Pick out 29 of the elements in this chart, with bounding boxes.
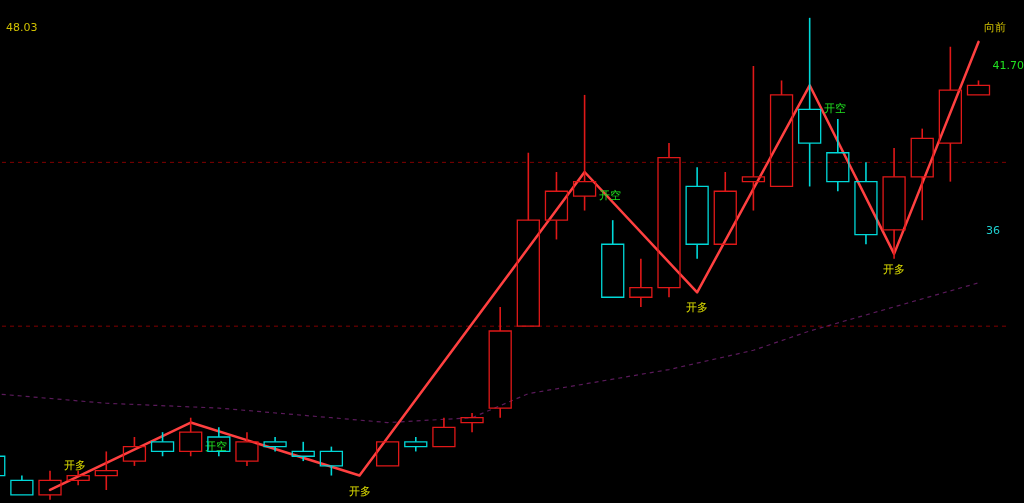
candlestick: [38, 469, 62, 501]
candlestick: [488, 306, 512, 419]
candlestick: [629, 257, 653, 308]
candlestick: [741, 65, 766, 212]
candlestick: [263, 436, 287, 453]
candlestick: [404, 436, 428, 453]
annotation: 36: [986, 224, 1000, 238]
candlestick: [291, 441, 315, 462]
annotation: 48.03: [6, 21, 38, 34]
annotation: 开多: [883, 262, 906, 276]
candlestick: [798, 17, 822, 188]
candlestick: [66, 469, 90, 486]
annotation: 向前: [984, 21, 1006, 34]
candlestick: [938, 45, 963, 183]
candlestick: [235, 431, 259, 467]
candlestick: [685, 166, 709, 260]
candlestick: [460, 412, 484, 433]
candlestick: [657, 142, 681, 299]
annotation: 开多: [348, 484, 371, 498]
candlestick: [882, 147, 906, 260]
annotation: 开空: [823, 102, 846, 116]
candlestick: [854, 161, 878, 246]
candlestick: [910, 127, 934, 221]
annotation: 41.70: [992, 58, 1024, 72]
candlestick: [826, 118, 850, 193]
annotation: 开多: [64, 458, 87, 472]
annotation: 开多: [686, 301, 709, 315]
candlestick: [94, 450, 118, 491]
candlestick: [544, 171, 569, 241]
